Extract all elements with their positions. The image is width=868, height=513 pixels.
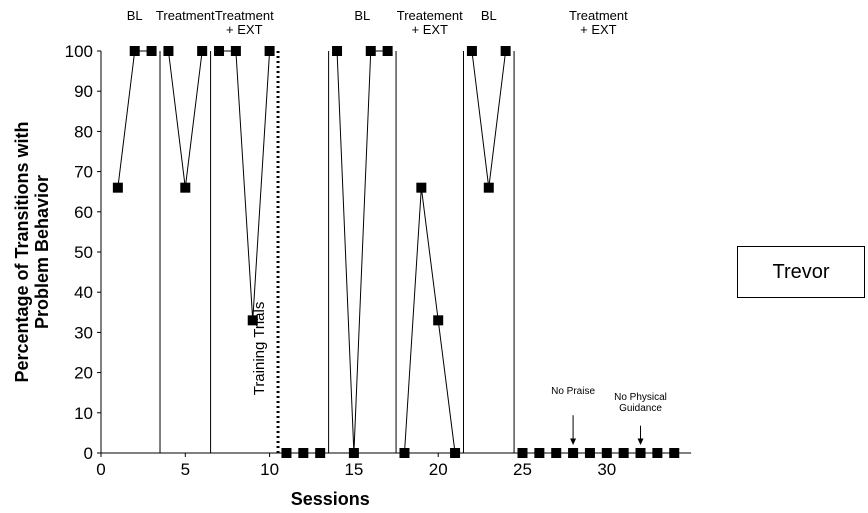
data-point xyxy=(433,315,444,326)
phase-label: BL xyxy=(354,8,370,23)
data-point xyxy=(214,46,225,56)
data-point xyxy=(584,448,595,458)
data-point xyxy=(112,182,123,193)
data-point xyxy=(129,46,140,56)
data-point xyxy=(618,448,629,458)
x-tick-label: 30 xyxy=(597,460,616,479)
data-point xyxy=(534,448,545,458)
data-point xyxy=(568,448,579,458)
series-line-segment xyxy=(403,187,456,454)
x-tick-label: 0 xyxy=(96,460,105,479)
annotation-arrow-head xyxy=(570,438,577,445)
annotation-label: No Physical Guidance xyxy=(614,392,667,414)
data-point xyxy=(382,46,393,56)
annotations: No Praise No Physical Guidance xyxy=(551,386,667,445)
y-tick-label: 100 xyxy=(65,42,93,61)
data-series xyxy=(112,46,680,458)
y-tick-label: 30 xyxy=(74,323,93,342)
x-tick-label: 20 xyxy=(429,460,448,479)
annotation-arrow-head xyxy=(637,438,644,445)
series-line-segment xyxy=(167,50,203,188)
data-point xyxy=(348,448,359,458)
data-point xyxy=(551,448,562,458)
data-point xyxy=(601,448,612,458)
data-point xyxy=(517,448,528,458)
y-tick-label: 0 xyxy=(84,444,93,463)
y-tick-label: 10 xyxy=(74,404,93,423)
phase-label: Treatment + EXT xyxy=(569,8,628,37)
x-axis-label: Sessions xyxy=(291,489,370,509)
data-point xyxy=(163,46,174,56)
phase-label: Treatment + EXT xyxy=(215,8,274,37)
x-tick-label: 10 xyxy=(260,460,279,479)
phase-change-lines xyxy=(159,51,515,453)
data-point xyxy=(399,448,410,458)
data-point xyxy=(483,182,494,193)
phase-label: Treatment xyxy=(156,8,215,23)
data-point xyxy=(230,46,241,56)
x-tick-label: 25 xyxy=(513,460,532,479)
phase-label: Treatement + EXT xyxy=(397,8,463,37)
data-point xyxy=(450,448,461,458)
axes: 0 10 20 30 40 50 60 70 80 90 100 0 5 10 15 20 25 30 xyxy=(65,42,692,479)
data-point xyxy=(281,448,292,458)
y-tick-label: 60 xyxy=(74,203,93,222)
data-point xyxy=(197,46,208,56)
y-tick-label: 80 xyxy=(74,122,93,141)
y-tick-label: 40 xyxy=(74,283,93,302)
subject-name: Trevor xyxy=(772,260,830,283)
data-point xyxy=(264,46,275,56)
subject-name-box: Trevor xyxy=(737,246,865,298)
y-tick-label: 70 xyxy=(74,163,93,182)
y-tick-label: 20 xyxy=(74,364,93,383)
data-point xyxy=(298,448,309,458)
annotation-label: No Praise xyxy=(551,386,595,397)
y-tick-label: 50 xyxy=(74,243,93,262)
series-line-segment xyxy=(336,50,388,454)
data-point xyxy=(416,182,427,193)
data-point xyxy=(180,182,191,193)
phase-label: BL xyxy=(481,8,497,23)
data-point xyxy=(500,46,511,56)
data-point xyxy=(635,448,646,458)
phase-label: BL xyxy=(127,8,143,23)
data-point xyxy=(652,448,663,458)
x-tick-label: 15 xyxy=(344,460,363,479)
data-point xyxy=(365,46,376,56)
data-point xyxy=(466,46,477,56)
y-tick-label: 90 xyxy=(74,82,93,101)
series-line-segment xyxy=(117,50,152,188)
series-line-segment xyxy=(219,50,271,321)
y-axis-label: Percentage of Transitions withProblem Be… xyxy=(12,121,52,382)
x-tick-label: 5 xyxy=(181,460,190,479)
data-point xyxy=(247,315,258,326)
data-point xyxy=(332,46,343,56)
data-point xyxy=(146,46,157,56)
data-point xyxy=(315,448,326,458)
series-line-segment xyxy=(471,50,507,188)
data-point xyxy=(669,448,680,458)
